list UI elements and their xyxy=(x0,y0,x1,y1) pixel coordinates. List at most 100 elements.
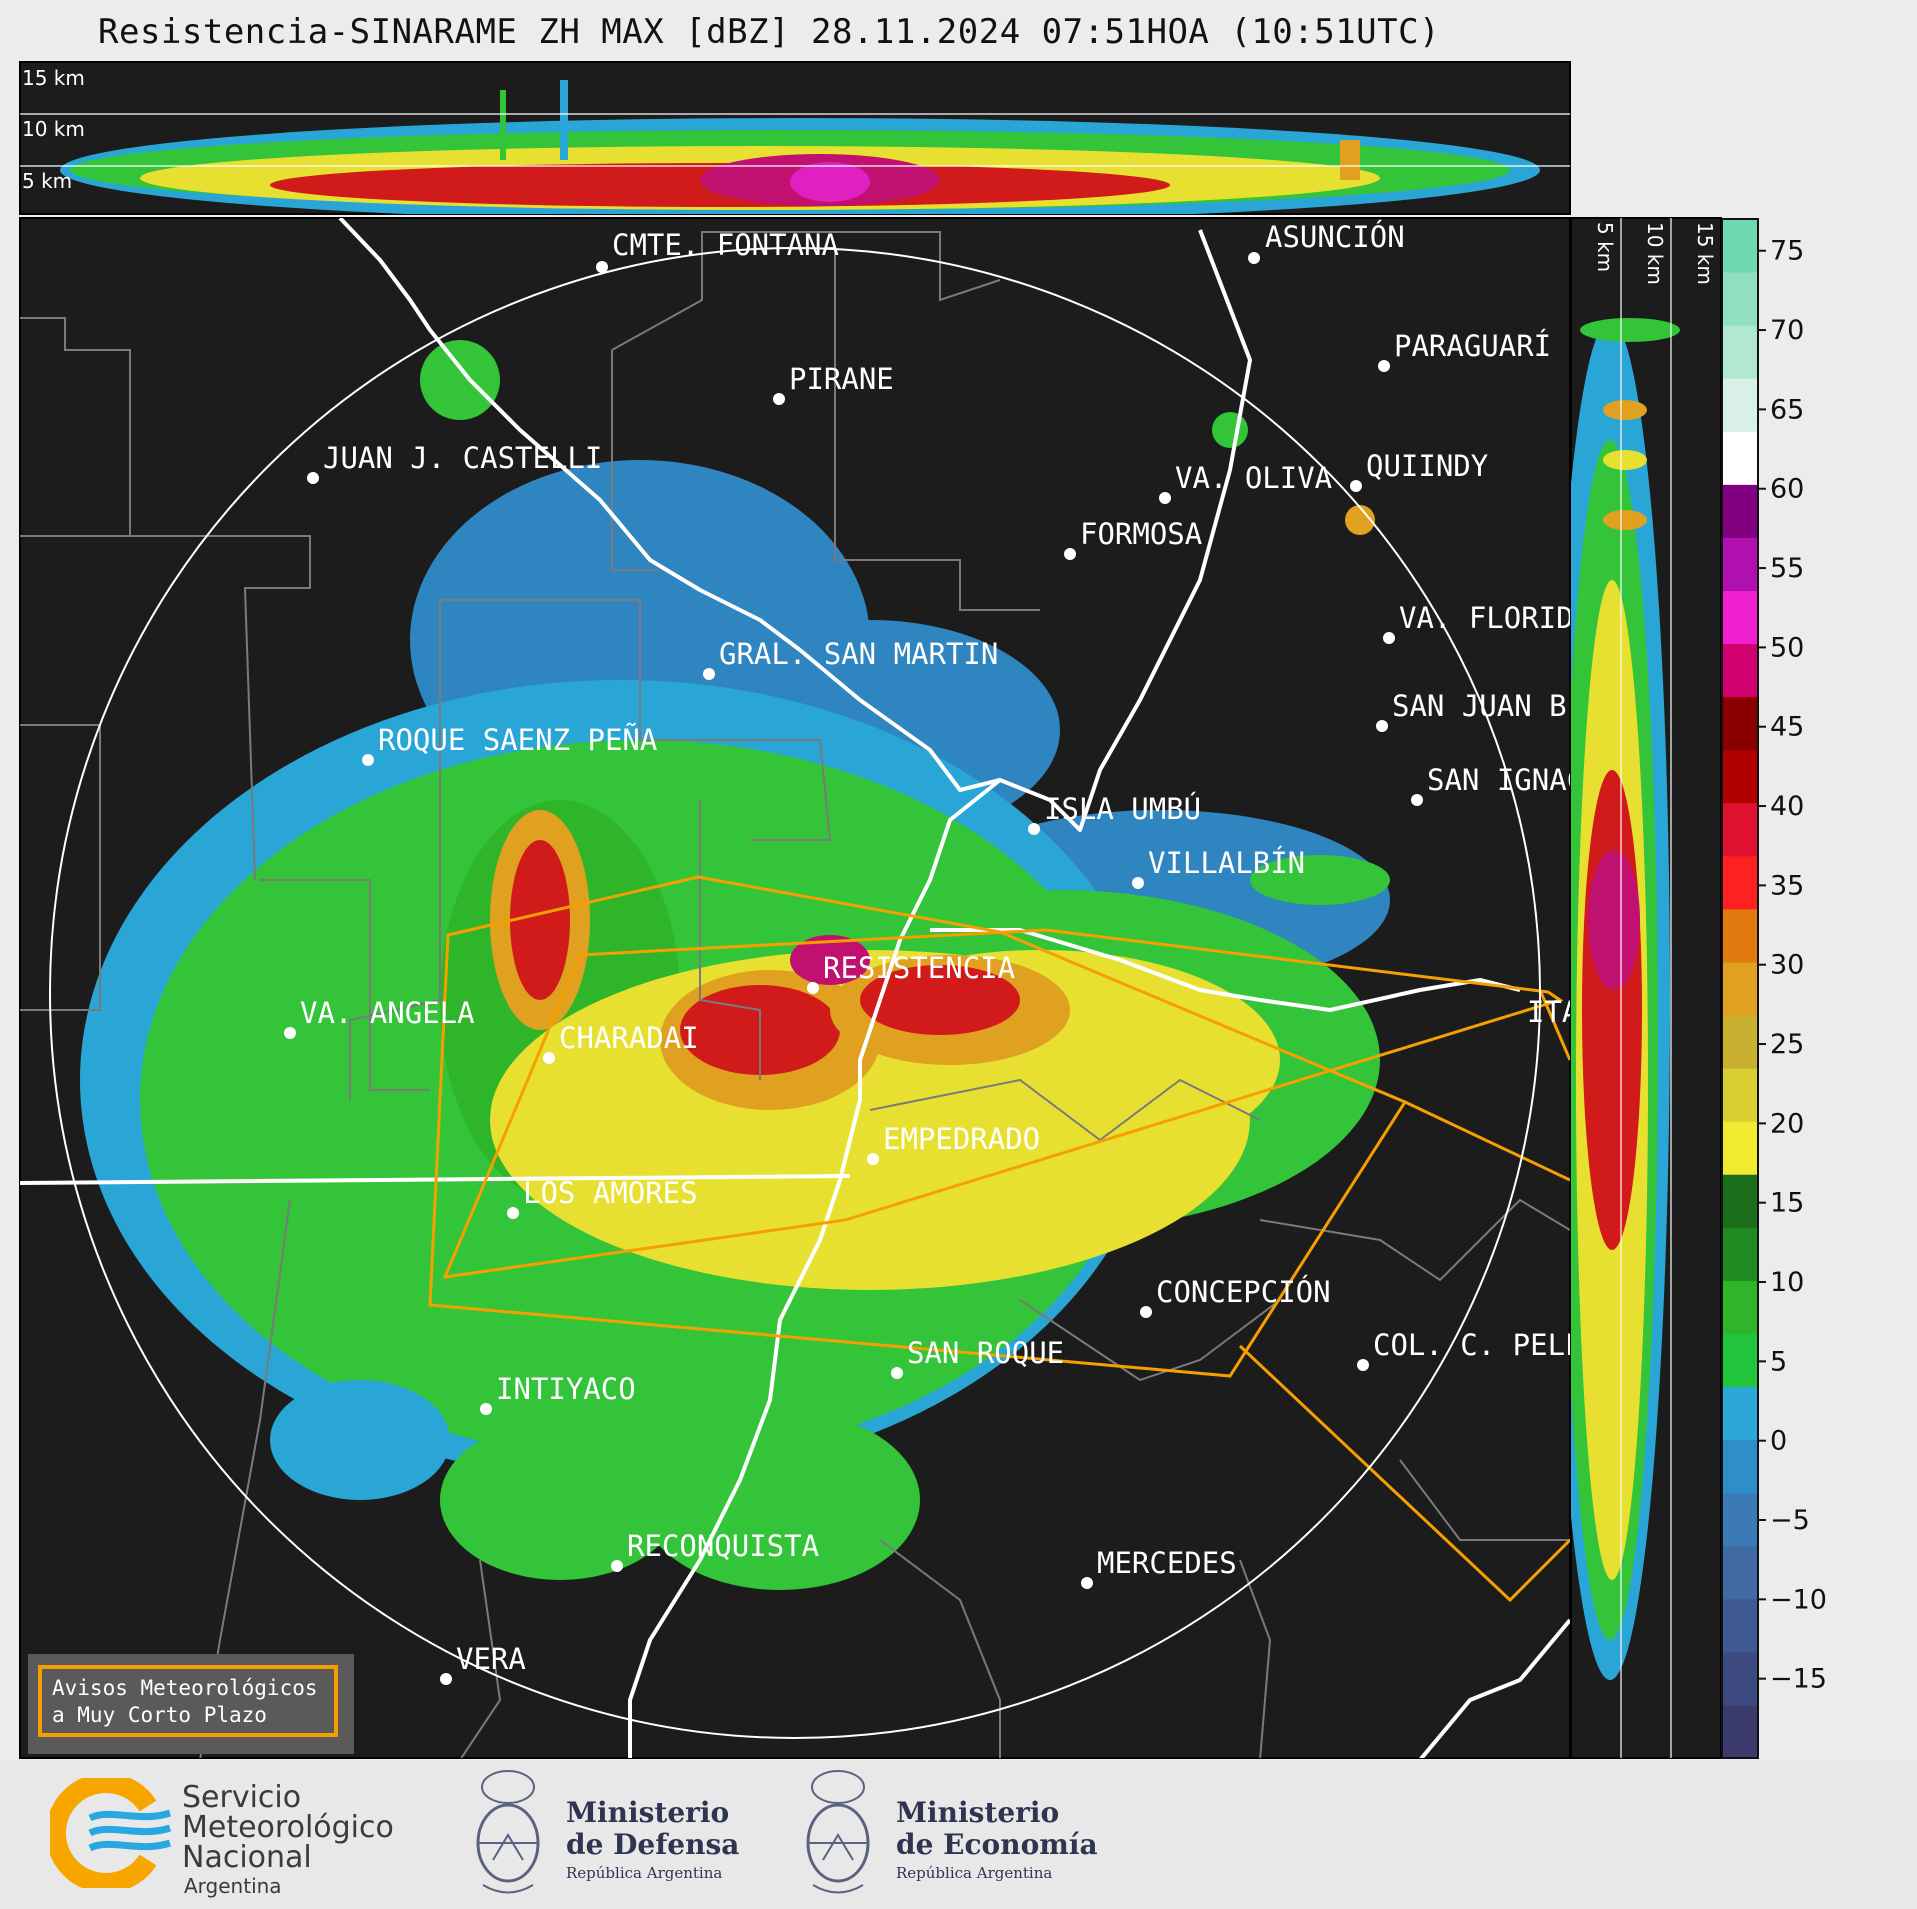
colorbar-segment xyxy=(1722,537,1758,591)
city-label: RECONQUISTA xyxy=(627,1529,819,1563)
colorbar xyxy=(1722,219,1758,1759)
colorbar-tick-label: 25 xyxy=(1770,1029,1804,1060)
city-label: EMPEDRADO xyxy=(883,1122,1040,1156)
smn-line-2: Meteorológico xyxy=(182,1810,394,1845)
city-label: JUAN J. CASTELLI xyxy=(323,441,602,475)
colorbar-segment xyxy=(1722,1386,1758,1441)
colorbar-tick-label: 75 xyxy=(1770,236,1804,267)
colorbar-segment xyxy=(1722,431,1758,485)
colorbar-tick-label: 5 xyxy=(1770,1346,1787,1377)
city-label: CHARADAI xyxy=(559,1021,699,1055)
colorbar-segment xyxy=(1722,1227,1758,1281)
colorbar-tick-label: −15 xyxy=(1770,1664,1827,1695)
warning-legend[interactable]: Avisos Meteorológicos a Muy Corto Plazo xyxy=(38,1665,338,1737)
city-label: CONCEPCIÓN xyxy=(1156,1275,1331,1309)
warning-polygons xyxy=(428,875,1570,1603)
city-label: QUIINDY xyxy=(1366,449,1488,483)
warning-panel xyxy=(28,1654,354,1754)
colorbar-segment xyxy=(1722,1015,1758,1069)
city-label: SAN ROQUE xyxy=(907,1336,1064,1370)
colorbar-segment xyxy=(1722,961,1758,1016)
colorbar-segment xyxy=(1722,1121,1758,1175)
city-label: VA. ANGELA xyxy=(300,996,475,1030)
colorbar-segment xyxy=(1722,643,1758,698)
colorbar-tick-label: 20 xyxy=(1770,1108,1804,1139)
side-alt-label-5: 5 km xyxy=(1593,222,1617,272)
city-label: RESISTENCIA xyxy=(823,951,1015,985)
colorbar-segment xyxy=(1722,484,1758,538)
colorbar-segment xyxy=(1722,590,1758,645)
colorbar-segment xyxy=(1722,1492,1758,1547)
map-title: Resistencia-SINARAME ZH MAX [dBZ] 28.11.… xyxy=(98,12,1441,52)
city-label: VERA xyxy=(456,1642,526,1676)
coat-of-arms-icon xyxy=(806,1770,870,1894)
warning-line-1: Avisos Meteorológicos xyxy=(52,1676,318,1700)
colorbar-segment xyxy=(1722,1333,1758,1388)
defensa-line-1: Ministerio xyxy=(566,1796,730,1829)
colorbar-segment xyxy=(1722,325,1758,379)
city-label: FORMOSA xyxy=(1080,517,1202,551)
colorbar-segment xyxy=(1722,1598,1758,1653)
smn-logo-icon xyxy=(50,1778,172,1888)
colorbar-segment xyxy=(1722,908,1758,963)
colorbar-tick-label: 35 xyxy=(1770,870,1804,901)
colorbar-tick-label: 65 xyxy=(1770,394,1804,425)
defensa-line-3: República Argentina xyxy=(566,1864,723,1882)
city-label: ISLA UMBÚ xyxy=(1044,792,1201,826)
colorbar-frame xyxy=(1721,218,1759,1759)
colorbar-tick-label: 30 xyxy=(1770,950,1804,981)
city-label: VA. FLORIDA xyxy=(1399,601,1591,635)
city-label: PIRANE xyxy=(789,362,894,396)
colorbar-tick-label: 55 xyxy=(1770,553,1804,584)
colorbar-segment xyxy=(1722,1174,1758,1228)
colorbar-segment xyxy=(1722,696,1758,751)
coat-of-arms-icon xyxy=(476,1770,540,1894)
colorbar-segment xyxy=(1722,855,1758,910)
defensa-line-2: de Defensa xyxy=(566,1828,740,1861)
colorbar-segment xyxy=(1722,1439,1758,1494)
city-label: LOS AMORES xyxy=(523,1176,698,1210)
colorbar-tick-label: 70 xyxy=(1770,315,1804,346)
colorbar-segment xyxy=(1722,219,1758,273)
colorbar-segment xyxy=(1722,749,1758,804)
city-label: PARAGUARÍ xyxy=(1394,329,1551,363)
city-label: ASUNCIÓN xyxy=(1265,220,1405,254)
colorbar-segment xyxy=(1722,272,1758,326)
footer: Servicio Meteorológico Nacional Argentin… xyxy=(0,1760,1917,1909)
top-alt-label-10: 10 km xyxy=(22,117,85,141)
colorbar-segment xyxy=(1722,1068,1758,1122)
colorbar-segment xyxy=(1722,378,1758,432)
colorbar-segment xyxy=(1722,802,1758,857)
range-ring xyxy=(49,247,1541,1739)
economia-line-2: de Economía xyxy=(896,1828,1098,1861)
colorbar-tick-label: −10 xyxy=(1770,1584,1827,1615)
colorbar-segment xyxy=(1722,1280,1758,1334)
smn-line-3: Nacional xyxy=(182,1840,312,1875)
top-alt-label-5: 5 km xyxy=(22,169,72,193)
city-label: GRAL. SAN MARTIN xyxy=(719,637,998,671)
city-label: CMTE. FONTANA xyxy=(612,228,839,262)
city-label: VILLALBÍN xyxy=(1148,846,1305,880)
city-label: VA. OLIVA xyxy=(1175,461,1332,495)
city-label: INTIYACO xyxy=(496,1372,636,1406)
colorbar-segment xyxy=(1722,1545,1758,1600)
economia-line-3: República Argentina xyxy=(896,1864,1053,1882)
colorbar-tick-label: 60 xyxy=(1770,474,1804,505)
colorbar-segment xyxy=(1722,1704,1758,1759)
colorbar-tick-label: 0 xyxy=(1770,1426,1787,1457)
colorbar-tick-label: −5 xyxy=(1770,1505,1810,1536)
smn-line-1: Servicio xyxy=(182,1780,302,1815)
colorbar-tick-label: 45 xyxy=(1770,712,1804,743)
colorbar-segment xyxy=(1722,1651,1758,1706)
city-label: ROQUE SAENZ PEÑA xyxy=(378,723,657,757)
top-section-echoes xyxy=(60,80,1540,214)
side-alt-label-15: 15 km xyxy=(1693,222,1717,285)
colorbar-tick-label: 40 xyxy=(1770,791,1804,822)
side-alt-label-10: 10 km xyxy=(1643,222,1667,285)
smn-line-4: Argentina xyxy=(184,1874,282,1898)
colorbar-tick-label: 15 xyxy=(1770,1188,1804,1219)
city-label: SAN JUAN B. xyxy=(1392,689,1584,723)
economia-line-1: Ministerio xyxy=(896,1796,1060,1829)
